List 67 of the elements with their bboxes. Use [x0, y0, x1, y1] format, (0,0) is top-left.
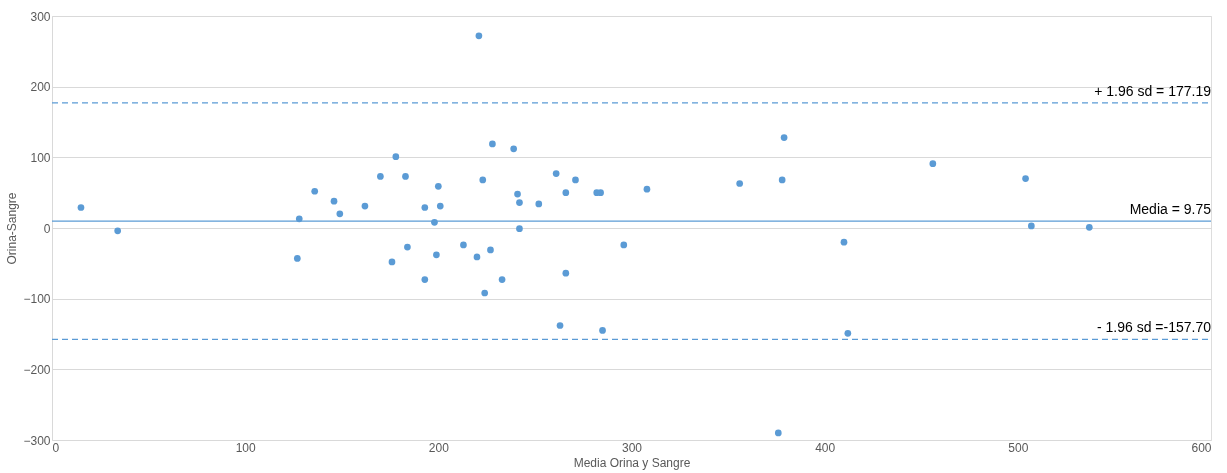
point — [433, 251, 440, 259]
point — [620, 241, 628, 249]
point — [780, 134, 788, 141]
point — [114, 227, 122, 235]
point — [487, 246, 494, 254]
point — [361, 202, 369, 210]
point — [562, 269, 570, 277]
y-axis-title: Orina-Sangre — [5, 192, 20, 265]
point — [336, 210, 344, 218]
point — [778, 176, 786, 184]
x-tick-label: 300 — [621, 440, 643, 455]
x-tick-label: 100 — [235, 440, 256, 455]
ref-line-label: Media = 9.75 — [1129, 201, 1212, 218]
y-tick-label: −300 — [23, 433, 51, 448]
point — [844, 329, 852, 337]
point — [330, 197, 338, 205]
y-tick-label: 100 — [30, 150, 51, 165]
point — [840, 238, 848, 246]
point — [460, 241, 467, 249]
point — [516, 225, 523, 233]
point — [1085, 223, 1093, 231]
x-tick-label: 400 — [815, 440, 836, 455]
point — [377, 173, 384, 180]
x-tick-label: 200 — [428, 440, 450, 455]
point — [388, 258, 396, 266]
point — [535, 200, 543, 208]
point — [479, 176, 487, 184]
point — [597, 189, 604, 197]
point — [311, 187, 319, 195]
point — [402, 173, 409, 180]
point — [489, 140, 496, 148]
ref-line-label: + 1.96 sd = 177.19 — [1094, 82, 1212, 99]
point — [434, 182, 442, 190]
point — [929, 160, 937, 168]
y-tick-label: −100 — [23, 292, 51, 307]
point — [572, 176, 579, 184]
point — [293, 255, 301, 262]
point — [599, 327, 606, 334]
y-tick-label: −200 — [23, 362, 51, 377]
point — [392, 153, 400, 160]
x-axis-title: Media Orina y Sangre — [573, 455, 691, 470]
y-tick-label: 0 — [43, 221, 51, 236]
point — [643, 185, 651, 193]
point — [774, 429, 782, 437]
point — [1022, 175, 1029, 182]
x-tick-label: 600 — [1191, 440, 1212, 455]
point — [556, 322, 564, 329]
point — [473, 253, 481, 261]
point — [421, 204, 429, 211]
point — [514, 190, 521, 198]
point — [77, 204, 85, 211]
point — [475, 32, 483, 40]
ref-line-label: - 1.96 sd =-157.70 — [1096, 319, 1212, 336]
point — [562, 189, 570, 197]
point — [552, 170, 560, 177]
point — [481, 289, 489, 297]
x-tick-label: 500 — [1008, 440, 1029, 455]
point — [436, 202, 444, 210]
point — [510, 145, 518, 153]
point — [1028, 222, 1035, 230]
y-tick-label: 300 — [30, 9, 51, 24]
point — [516, 199, 523, 206]
y-tick-label: 200 — [30, 80, 51, 95]
point — [736, 180, 744, 187]
point — [404, 243, 411, 251]
point — [421, 276, 429, 283]
point — [498, 276, 506, 283]
